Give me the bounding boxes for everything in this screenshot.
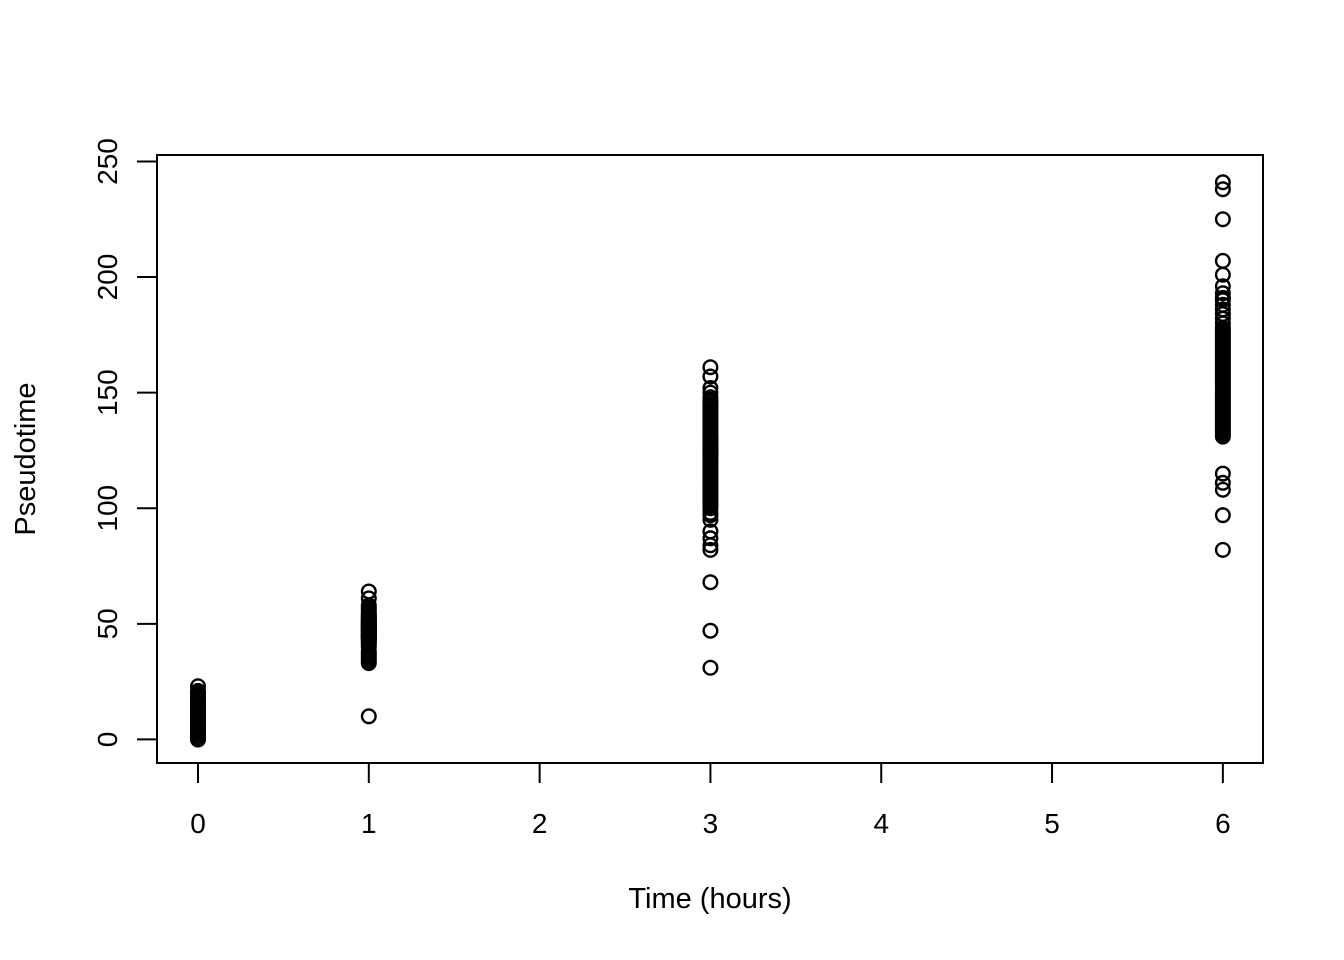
x-tick-label: 2 [532,808,548,839]
data-point [360,708,377,725]
data-point [702,380,719,397]
data-point [1214,278,1231,295]
x-tick-label: 0 [190,808,206,839]
data-point [1214,252,1231,269]
y-tick-label: 150 [92,369,123,416]
y-tick-label: 200 [92,254,123,301]
data-point [1214,285,1231,302]
data-point [1214,507,1231,524]
data-point [1214,181,1231,198]
data-point [1214,289,1231,306]
data-point [702,359,719,376]
data-point [702,659,719,676]
x-tick-label: 5 [1044,808,1060,839]
data-point [189,682,206,699]
data-point [1214,465,1231,482]
data-point [1214,541,1231,558]
data-point [702,368,719,385]
x-tick-label: 3 [703,808,719,839]
data-point [702,389,719,406]
data-point [189,678,206,695]
y-tick-label: 50 [92,608,123,639]
x-axis-title: Time (hours) [628,883,791,915]
y-tick-label: 250 [92,138,123,185]
data-point [360,590,377,607]
axes-layer: 0 1 2 3 4 5 6 0 50 100 150 200 250 [92,138,1264,839]
data-point [702,530,719,547]
data-point [702,384,719,401]
data-point [702,523,719,540]
data-point [360,583,377,600]
data-points-layer [189,174,1231,748]
x-tick-label: 6 [1215,808,1231,839]
data-point [1214,296,1231,313]
y-tick-label: 100 [92,485,123,532]
data-point [1214,481,1231,498]
data-point [702,541,719,558]
y-tick-label: 0 [92,732,123,748]
data-point [1214,174,1231,191]
data-point [1214,474,1231,491]
x-tick-label: 1 [361,808,377,839]
data-point [702,574,719,591]
data-point [1214,301,1231,318]
x-tick-label: 4 [873,808,889,839]
data-point [702,622,719,639]
data-point [1214,211,1231,228]
y-axis-title: Pseudotime [10,382,42,535]
